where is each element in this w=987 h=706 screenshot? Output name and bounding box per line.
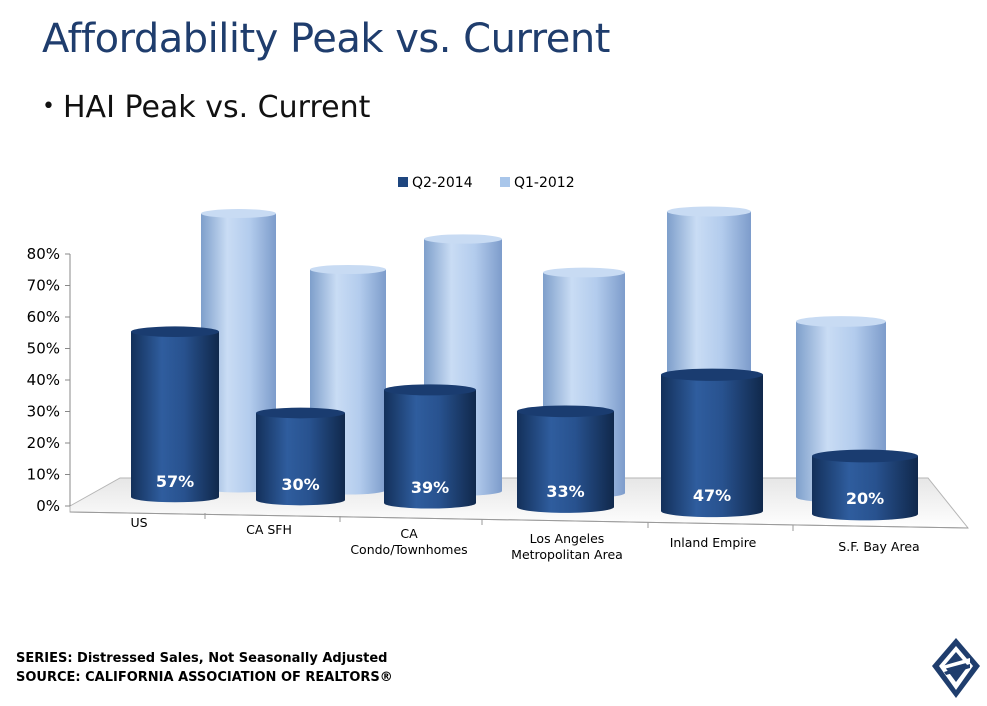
slide-title: Affordability Peak vs. Current (42, 16, 610, 62)
bar-q2-2014 (131, 326, 219, 503)
x-tick-label: US (130, 515, 147, 530)
data-label: 57% (156, 472, 194, 491)
bar-q2-2014 (812, 449, 918, 521)
y-tick-label: 80% (27, 245, 60, 263)
x-tick-label: Los Angeles (530, 531, 605, 546)
logo-icon (932, 638, 980, 698)
x-axis-line (69, 511, 969, 529)
bar-q1-2012-top (310, 264, 386, 275)
bar-q1-2012-top (796, 316, 886, 327)
bar-q2-2014-body (517, 411, 614, 513)
y-tick-label: 70% (27, 277, 60, 295)
bar-q1-2012-top (667, 206, 751, 217)
y-tick-label: 50% (27, 340, 60, 358)
slide-bullet: • HAI Peak vs. Current (42, 90, 370, 125)
x-tick-label: Metropolitan Area (511, 547, 623, 562)
bar-q2-2014 (517, 405, 614, 513)
bar-q2-2014-body (256, 413, 345, 506)
data-label: 30% (281, 475, 319, 494)
x-tick-label: CA (400, 526, 418, 541)
bar-q2-2014-body (384, 389, 476, 509)
bullet-dot: • (42, 94, 55, 119)
footer-series: SERIES: Distressed Sales, Not Seasonally… (16, 651, 388, 666)
x-tick-label: CA SFH (246, 522, 292, 537)
data-label: 39% (411, 478, 449, 497)
x-tick-label: Condo/Townhomes (350, 542, 467, 557)
y-axis: 0% 10% 20% 30% 40% 50% 60% 70% 80% (27, 245, 71, 515)
y-tick-label: 40% (27, 371, 60, 389)
bar-q2-2014-top (256, 407, 345, 419)
data-label: 47% (693, 486, 731, 505)
bar-q1-2012-top (424, 234, 502, 244)
bar-q2-2014-body (661, 374, 763, 518)
bar-q2-2014-top (517, 405, 614, 418)
bullet-text: HAI Peak vs. Current (62, 90, 371, 125)
bar-q1-2012-top (201, 209, 276, 218)
legend-swatch (398, 177, 408, 187)
bar-q2-2014-top (384, 384, 476, 396)
y-tick-label: 10% (27, 466, 60, 484)
bar-q2-2014 (256, 407, 345, 506)
bar-q2-2014-body (131, 331, 219, 503)
legend-label: Q1-2012 (514, 175, 575, 191)
y-tick-label: 0% (36, 497, 60, 515)
x-tick-label: Inland Empire (670, 535, 757, 550)
bar-q2-2014 (661, 368, 763, 518)
chart-bars: 57% 30% 39% 33% 47% 20% (131, 206, 918, 521)
data-label: 20% (846, 489, 884, 508)
bar-q2-2014-top (812, 449, 918, 463)
bar-q1-2012-top (543, 267, 625, 278)
y-tick-label: 20% (27, 434, 60, 452)
bar-q2-2014-body (812, 456, 918, 521)
y-tick-label: 60% (27, 308, 60, 326)
legend-swatch (500, 177, 510, 187)
legend-label: Q2-2014 (412, 175, 473, 191)
bar-q2-2014-top (661, 368, 763, 381)
bar-q2-2014-top (131, 326, 219, 337)
y-tick-label: 30% (27, 403, 60, 421)
chart-legend: Q2-2014 Q1-2012 (398, 175, 575, 191)
data-label: 33% (546, 482, 584, 501)
bar-q2-2014 (384, 384, 476, 509)
footer-source: SOURCE: CALIFORNIA ASSOCIATION OF REALTO… (16, 670, 393, 685)
x-tick-label: S.F. Bay Area (838, 539, 919, 554)
